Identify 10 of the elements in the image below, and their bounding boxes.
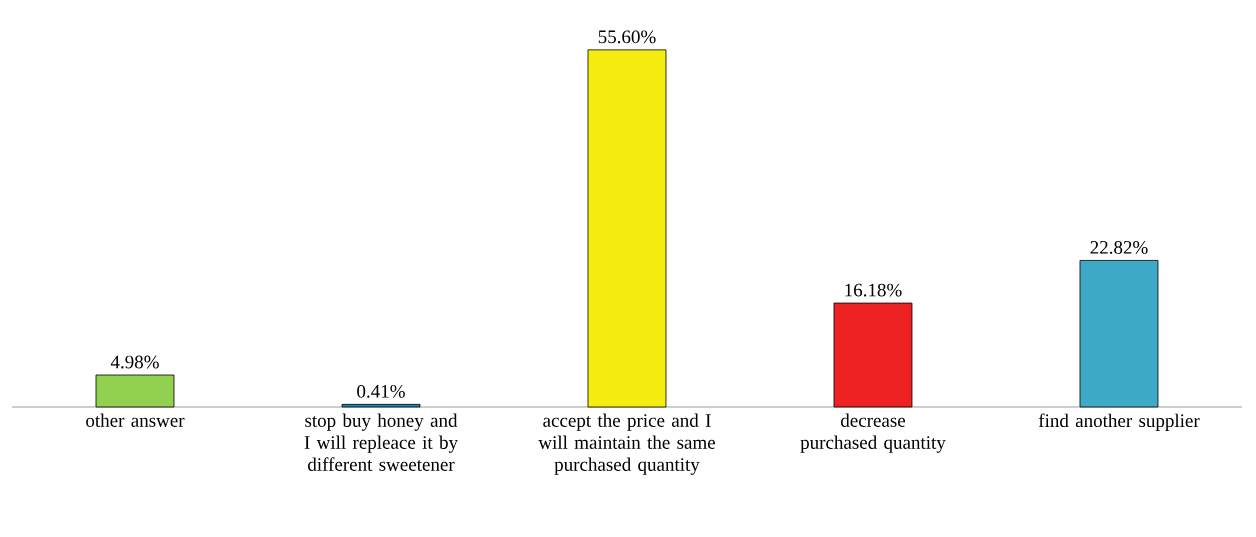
x-tick-label: decrease purchased quantity: [800, 413, 946, 453]
data-label: 55.60%: [598, 30, 656, 44]
x-tick-label: stop buy honey and I will repleace it by different sweetener: [304, 413, 458, 471]
x-tick-label: other answer: [86, 413, 185, 427]
data-label: 16.18%: [845, 283, 902, 297]
data-label: 22.82%: [1090, 240, 1148, 254]
data-label: 4.98%: [110, 355, 159, 369]
x-tick-label: accept the price and I will maintain the same purchased quantity: [538, 413, 715, 475]
data-label: 0.41%: [357, 384, 405, 398]
x-tick-label: find another supplier: [1038, 413, 1200, 431]
